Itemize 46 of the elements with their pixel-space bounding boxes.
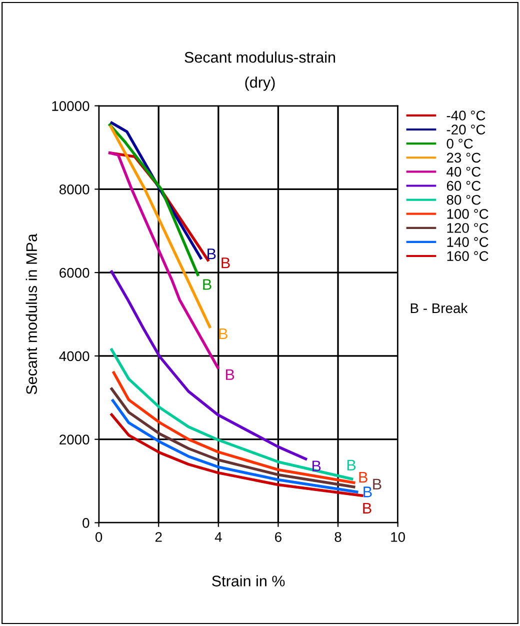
x-tick-label: 8 xyxy=(334,532,342,542)
y-tick-label: 2000 xyxy=(60,434,90,444)
x-tick-label: 4 xyxy=(214,532,222,542)
annotation: B xyxy=(208,248,216,260)
text: B - Break xyxy=(410,302,468,314)
legend-label: 100 °C xyxy=(447,209,488,219)
annotation: B xyxy=(364,486,372,498)
x-tick-label: 0 xyxy=(95,532,102,542)
y-axis-title: Secant modulus in MPa xyxy=(26,234,38,394)
legend-label: 120 °C xyxy=(447,223,488,233)
chart-title: Secant modulus-strain xyxy=(184,52,336,63)
legend-label: 160 °C xyxy=(447,251,488,262)
annotation: B xyxy=(363,502,372,514)
annotation: B xyxy=(312,460,321,472)
y-tick-label: 6000 xyxy=(60,268,90,278)
legend-label: 40 °C xyxy=(446,166,481,177)
x-tick-label: 6 xyxy=(275,532,282,542)
x-tick-label: 10 xyxy=(391,532,405,542)
line-series xyxy=(110,387,356,488)
annotation: B xyxy=(222,258,230,268)
legend-label: -20 °C xyxy=(446,124,486,134)
y-tick-label: 0 xyxy=(82,518,90,528)
annotation: B xyxy=(226,369,234,380)
legend-label: 60 °C xyxy=(446,180,481,191)
chart-subtitle: (dry) xyxy=(245,76,275,91)
annotation: B xyxy=(373,478,382,490)
legend-label: 0 °C xyxy=(446,138,473,149)
annotation: B xyxy=(219,328,228,340)
line-series xyxy=(110,348,354,480)
x-axis-title: Strain in % xyxy=(212,575,285,586)
legend-label: -40 °C xyxy=(446,110,486,120)
y-tick-label: 10000 xyxy=(52,101,90,111)
annotation: B xyxy=(347,460,356,470)
line-series xyxy=(108,152,220,370)
line-series xyxy=(111,399,358,494)
line-series xyxy=(112,371,356,484)
line-series xyxy=(110,270,308,460)
legend-label: 80 °C xyxy=(446,194,481,205)
y-tick-label: 4000 xyxy=(59,351,90,362)
annotation: B xyxy=(359,472,368,482)
legend-label: 140 °C xyxy=(447,237,488,247)
line-series xyxy=(108,124,200,276)
x-tick-label: 2 xyxy=(155,532,162,542)
annotation: B xyxy=(203,279,212,290)
y-tick-label: 8000 xyxy=(59,184,90,194)
legend-label: 23 °C xyxy=(446,152,481,163)
